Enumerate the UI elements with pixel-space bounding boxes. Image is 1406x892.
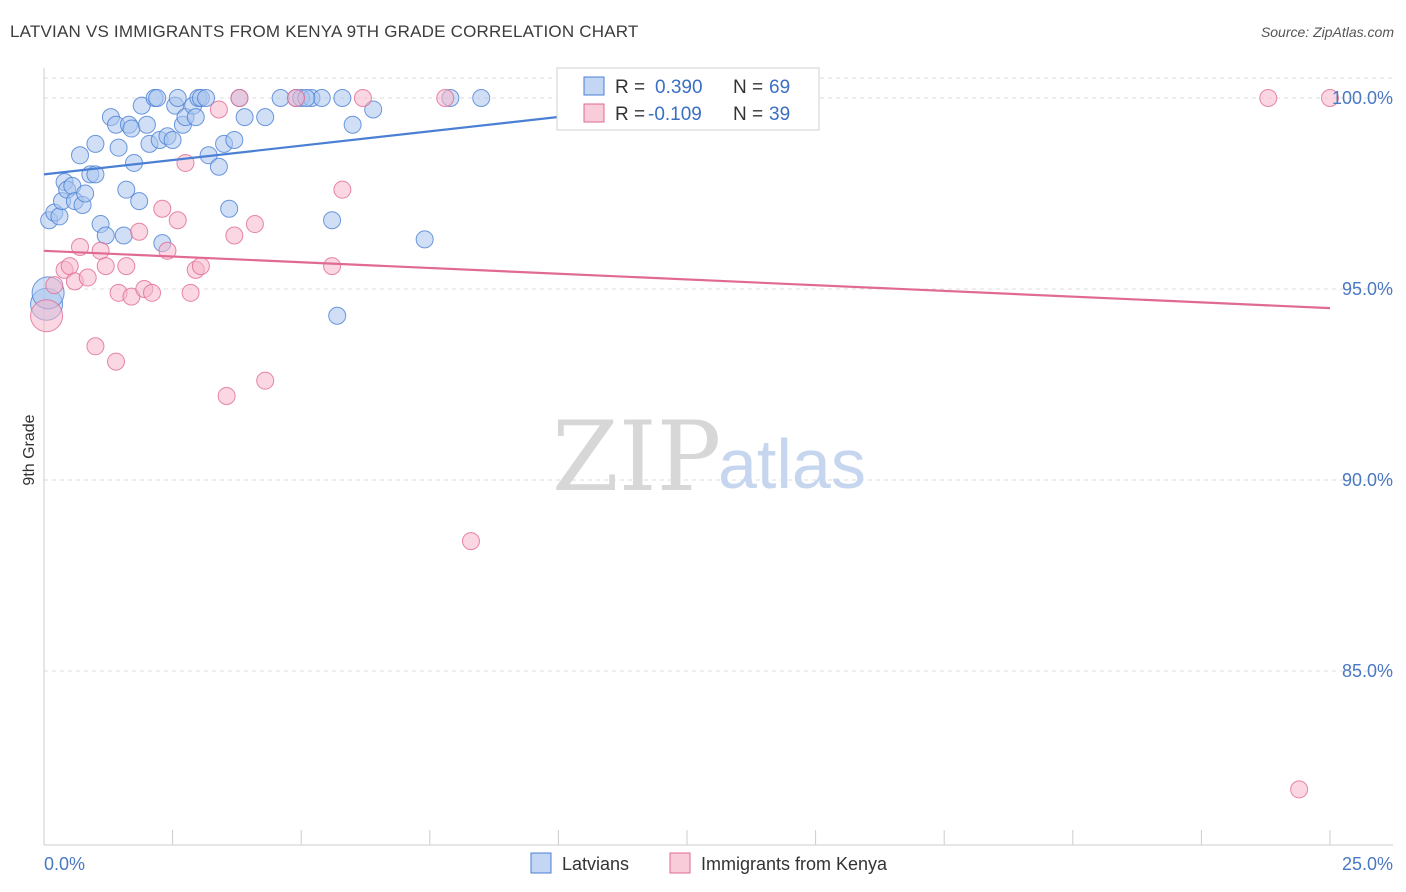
latvians-point-34 bbox=[168, 89, 187, 107]
legend-latvians-label: Latvians bbox=[562, 854, 629, 874]
latvians-r-value: 0.390 bbox=[655, 77, 703, 98]
latvians-point-49 bbox=[256, 108, 275, 127]
kenya-point-35 bbox=[461, 532, 480, 551]
latvians-points bbox=[30, 89, 738, 325]
kenya-point-33 bbox=[353, 89, 372, 107]
x-tick-label-0: 0.0% bbox=[44, 854, 85, 874]
chart-title: LATVIAN VS IMMIGRANTS FROM KENYA 9TH GRA… bbox=[10, 22, 639, 41]
kenya-point-24 bbox=[209, 100, 228, 119]
kenya-point-16 bbox=[143, 283, 162, 302]
latvians-r-label: R = bbox=[615, 77, 645, 98]
kenya-point-17 bbox=[153, 199, 172, 218]
kenya-point-10 bbox=[107, 352, 126, 371]
y-tick-label-0: 100.0% bbox=[1332, 88, 1393, 108]
y-tick-label-3: 85.0% bbox=[1342, 661, 1393, 681]
kenya-r-value: -0.109 bbox=[648, 104, 702, 125]
kenya-point-29 bbox=[256, 371, 275, 390]
source-credit: Source: ZipAtlas.com bbox=[1260, 24, 1394, 40]
latvians-point-56 bbox=[328, 306, 347, 325]
latvians-point-67 bbox=[148, 89, 167, 107]
latvians-point-55 bbox=[323, 211, 342, 230]
latvians-point-20 bbox=[117, 180, 136, 199]
latvians-point-8 bbox=[71, 146, 90, 165]
kenya-points bbox=[30, 89, 1339, 799]
latvians-swatch bbox=[583, 76, 605, 96]
kenya-point-8 bbox=[91, 241, 110, 260]
latvians-point-46 bbox=[225, 131, 244, 150]
y-tick-label-2: 90.0% bbox=[1342, 470, 1393, 490]
latvians-point-13 bbox=[86, 134, 105, 153]
kenya-point-25 bbox=[217, 386, 236, 405]
kenya-point-9 bbox=[96, 257, 115, 276]
latvians-point-26 bbox=[137, 115, 156, 134]
y-tick-labels: 100.0% 95.0% 90.0% 85.0% bbox=[1332, 88, 1393, 681]
kenya-point-6 bbox=[78, 268, 97, 287]
latvians-point-19 bbox=[114, 226, 133, 245]
latvians-point-15 bbox=[96, 226, 115, 245]
kenya-point-27 bbox=[230, 89, 249, 107]
kenya-point-32 bbox=[333, 180, 352, 199]
latvians-point-62 bbox=[472, 89, 491, 107]
kenya-point-21 bbox=[181, 283, 200, 302]
kenya-point-12 bbox=[117, 257, 136, 276]
latvians-point-10 bbox=[76, 184, 95, 203]
gridlines bbox=[44, 77, 1393, 672]
stats-legend: R = 0.390 N = 69 R = -0.109 N = 39 bbox=[556, 67, 820, 131]
kenya-point-36 bbox=[1259, 89, 1278, 107]
kenya-point-1 bbox=[45, 276, 64, 295]
latvians-point-22 bbox=[122, 119, 141, 138]
kenya-point-3 bbox=[60, 257, 79, 276]
latvians-point-60 bbox=[415, 230, 434, 249]
watermark-zip: ZIP bbox=[552, 401, 721, 513]
x-tick-label-1: 25.0% bbox=[1342, 854, 1393, 874]
latvians-n-value: 69 bbox=[769, 77, 790, 98]
latvians-point-59 bbox=[364, 100, 383, 119]
latvians-point-45 bbox=[220, 199, 239, 218]
kenya-point-23 bbox=[191, 257, 210, 276]
kenya-point-38 bbox=[1321, 89, 1339, 107]
y-axis-label: 9th Grade bbox=[21, 414, 38, 485]
legend-kenya-swatch bbox=[669, 852, 691, 874]
kenya-point-0 bbox=[30, 299, 64, 333]
kenya-point-28 bbox=[245, 215, 264, 234]
kenya-r-label: R = bbox=[615, 104, 645, 125]
latvians-point-48 bbox=[235, 108, 254, 127]
kenya-point-7 bbox=[86, 337, 105, 356]
kenya-point-26 bbox=[225, 226, 244, 245]
kenya-point-37 bbox=[1290, 780, 1309, 799]
latvians-point-58 bbox=[343, 115, 362, 134]
latvians-point-57 bbox=[333, 89, 352, 107]
latvians-point-50 bbox=[271, 89, 290, 107]
latvians-point-2 bbox=[50, 207, 69, 226]
series-legend: Latvians Immigrants from Kenya bbox=[530, 852, 888, 874]
kenya-point-34 bbox=[436, 89, 455, 107]
x-tick-labels: 0.0% 25.0% bbox=[44, 854, 1393, 874]
latvians-point-24 bbox=[130, 192, 149, 211]
kenya-n-value: 39 bbox=[769, 104, 790, 125]
latvians-point-32 bbox=[163, 131, 182, 150]
y-tick-label-1: 95.0% bbox=[1342, 279, 1393, 299]
kenya-point-14 bbox=[130, 222, 149, 241]
legend-latvians-swatch bbox=[530, 852, 552, 874]
latvians-point-43 bbox=[209, 157, 228, 176]
latvians-point-38 bbox=[186, 108, 205, 127]
watermark-atlas: atlas bbox=[718, 425, 866, 503]
latvians-n-label: N = bbox=[733, 77, 763, 98]
latvians-point-54 bbox=[312, 89, 331, 107]
watermark: ZIP atlas bbox=[552, 401, 866, 513]
kenya-point-30 bbox=[287, 89, 306, 107]
kenya-point-31 bbox=[323, 257, 342, 276]
latvians-point-18 bbox=[109, 138, 128, 157]
kenya-trend-line bbox=[43, 249, 1331, 310]
kenya-swatch bbox=[583, 103, 605, 123]
kenya-point-19 bbox=[168, 211, 187, 230]
latvians-point-41 bbox=[197, 89, 216, 107]
axes bbox=[43, 68, 1393, 846]
legend-kenya-label: Immigrants from Kenya bbox=[701, 854, 888, 874]
kenya-n-label: N = bbox=[733, 104, 763, 125]
